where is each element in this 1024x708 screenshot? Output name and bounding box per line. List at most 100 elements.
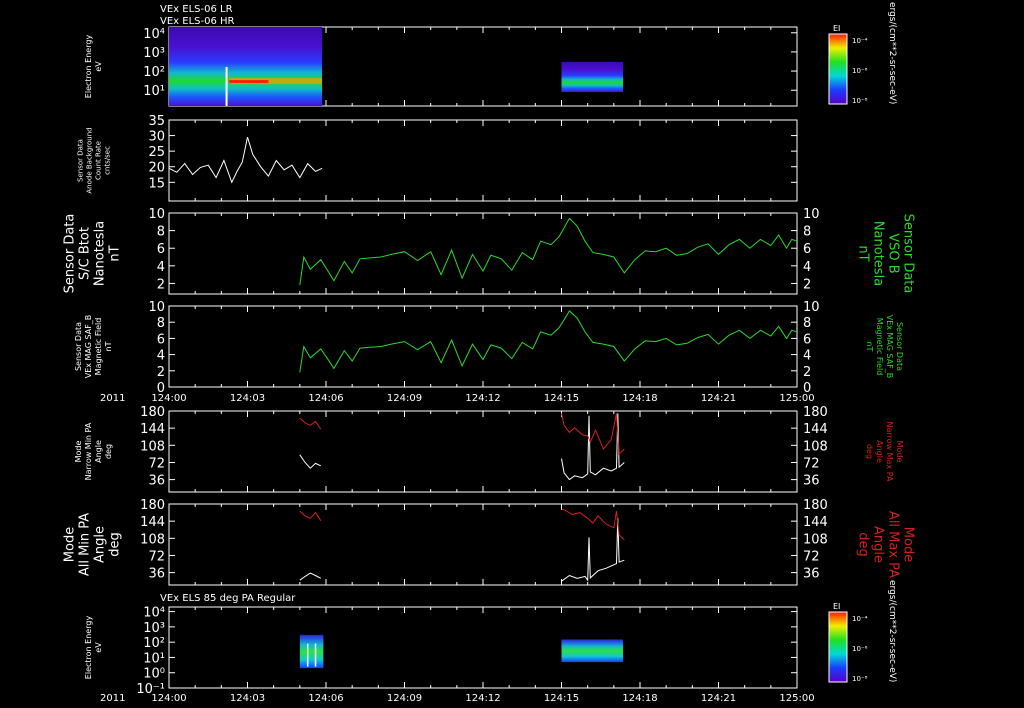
y-tick-label: 20 <box>148 161 165 176</box>
y-tick-label: 180 <box>140 405 165 420</box>
y-axis-label-right: nT <box>865 342 874 352</box>
time-tick-label: 124:21 <box>701 693 736 704</box>
y-axis-label-right: Narrow Max PA <box>885 422 894 483</box>
y-axis-label-right: Mode <box>901 527 916 562</box>
y-axis-label: S/C Btot <box>78 227 93 280</box>
y-axis-label: Magnetic Field <box>94 318 103 376</box>
time-tick-label: 124:12 <box>465 393 500 404</box>
y-tick-label-right: 144 <box>803 515 828 530</box>
spectrogram-hot-band <box>229 78 323 85</box>
time-tick-label: 125:00 <box>779 693 814 704</box>
time-tick-label: 124:21 <box>701 393 736 404</box>
y-axis-label-right: Sensor Data <box>895 322 904 371</box>
time-tick-label: 124:03 <box>230 693 265 704</box>
y-tick-label-right: 8 <box>803 225 811 240</box>
colorbar-bottom-tick-1: 10⁻⁴ <box>852 615 868 623</box>
y-tick-label-right: 2 <box>803 277 811 292</box>
y-axis-label: All Min PA <box>78 513 93 576</box>
y-tick-label: 144 <box>140 515 165 530</box>
y-axis-label-right: Sensor Data <box>901 214 916 294</box>
y-axis-label: Sensor Data <box>63 214 78 294</box>
time-tick-label: 124:15 <box>544 393 579 404</box>
y-tick-label: 72 <box>148 549 165 564</box>
y-tick-label-right: 8 <box>803 316 811 331</box>
y-axis-label: eV <box>94 61 103 72</box>
y-axis-label-right: Magnetic Field <box>875 318 884 376</box>
colorbar-bottom-units: ergs/(cm**2-sr-sec-eV) <box>887 580 897 682</box>
y-axis-label: VEx MAG SAF_B <box>84 315 93 379</box>
y-tick-label: 108 <box>140 532 165 547</box>
spectrogram-block-1 <box>561 639 623 663</box>
colorbar-top-tick-3: 10⁻⁸ <box>852 97 868 105</box>
y-axis-label: nT <box>108 245 123 261</box>
y-tick-label: 10⁴ <box>143 606 165 621</box>
series-B-0 <box>299 310 798 373</box>
y-tick-label: 25 <box>148 145 165 160</box>
time-tick-label: 124:00 <box>151 393 186 404</box>
y-tick-label-right: 108 <box>803 532 828 547</box>
series-Btot-0 <box>299 217 798 286</box>
spectrogram-block-0 <box>169 27 323 106</box>
series-max-0 <box>299 510 322 521</box>
y-axis-label-right: deg <box>865 444 874 459</box>
y-axis-label: cnts/sec <box>104 146 112 175</box>
y-axis-label-right: Angle <box>871 526 886 563</box>
y-axis-label: Electron Energy <box>84 35 93 99</box>
title-line-1: VEx ELS-06 LR <box>160 4 233 15</box>
y-axis-label: Nanotesla <box>93 221 108 286</box>
y-tick-label: 10¹ <box>143 84 165 99</box>
y-tick-label-right: 6 <box>803 332 811 347</box>
y-tick-label: 10 <box>148 300 165 315</box>
y-tick-label-right: 180 <box>803 498 828 513</box>
y-axis-label-right: Angle <box>875 440 884 463</box>
series-min-0 <box>299 454 322 469</box>
y-tick-label-right: 144 <box>803 422 828 437</box>
year-label-bottom: 2011 <box>100 693 125 704</box>
y-tick-label: 10² <box>143 65 165 80</box>
y-tick-label-right: 180 <box>803 405 828 420</box>
colorbar-top: EI 10⁻⁴ 10⁻⁶ 10⁻⁸ ergs/(cm**2-sr-sec-eV) <box>828 2 897 105</box>
time-tick-label: 124:09 <box>387 693 422 704</box>
colorbar-bottom-label: EI <box>833 602 840 611</box>
y-axis-label-right: Nanotesla <box>871 221 886 286</box>
y-tick-label: 35 <box>148 114 165 129</box>
y-tick-label: 4 <box>157 260 165 275</box>
title-line-2: VEx ELS-06 HR <box>160 16 235 27</box>
y-axis-label-right: All Max PA <box>886 511 901 578</box>
y-tick-label: 10¹ <box>143 651 165 666</box>
y-axis-label: Sensor Data <box>77 139 85 182</box>
y-axis-label: deg <box>108 532 123 557</box>
y-tick-label: 180 <box>140 498 165 513</box>
series-min-0 <box>299 572 322 581</box>
y-tick-label: 30 <box>148 130 165 145</box>
y-axis-label: Anode Background <box>86 127 94 193</box>
y-tick-label: 108 <box>140 439 165 454</box>
y-tick-label: 10 <box>148 207 165 222</box>
y-axis-label: Angle <box>94 440 103 463</box>
y-tick-label: 0 <box>157 381 165 396</box>
y-tick-label-right: 108 <box>803 439 828 454</box>
time-axis-top: 124:00 124:03 124:06 124:09 124:12 124:15 124:… <box>151 393 814 404</box>
y-axis-label: Narrow Min PA <box>84 422 93 480</box>
y-axis-label: deg <box>104 444 113 459</box>
y-axis-label: Count Rate <box>95 141 103 180</box>
year-label-top: 2011 <box>100 393 125 404</box>
y-tick-label: 6 <box>157 242 165 257</box>
y-tick-label: 2 <box>157 277 165 292</box>
y-tick-label-right: 36 <box>803 474 820 489</box>
y-tick-label: 36 <box>148 567 165 582</box>
y-tick-label: 10² <box>143 636 165 651</box>
y-axis-label: Mode <box>63 527 78 562</box>
time-axis-bottom: 124:00 124:03 124:06 124:09 124:12 124:15 124:… <box>151 693 814 704</box>
y-tick-label: 10⁰ <box>143 667 165 682</box>
colorbar-top-units: ergs/(cm**2-sr-sec-eV) <box>887 2 897 104</box>
y-axis-label-right: deg <box>856 532 871 557</box>
y-tick-label: 36 <box>148 474 165 489</box>
y-tick-label-right: 10 <box>803 300 820 315</box>
